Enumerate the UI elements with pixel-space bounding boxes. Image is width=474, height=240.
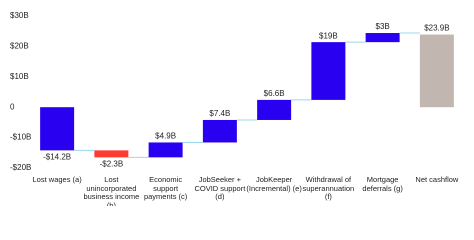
value-label: $7.4B (209, 109, 230, 118)
value-label: $19B (319, 31, 338, 40)
x-tick-label: Lost unincorporated business income (b) (83, 175, 140, 206)
bar (257, 99, 292, 120)
y-tick-label: $30B (10, 11, 29, 20)
x-tick-label: JobKeeper (Incremental) (e) (246, 175, 302, 193)
y-tick-label: $10B (10, 72, 29, 81)
value-label: $6.6B (264, 89, 285, 98)
x-tick-label: Mortgage deferrals (g) (362, 175, 403, 193)
value-label: $23.9B (424, 24, 449, 33)
value-label: -$14.2B (43, 152, 71, 161)
y-tick-label: -$20B (10, 163, 31, 172)
bar (94, 150, 129, 158)
x-tick-label: JobSeeker + COVID support (d) (194, 175, 246, 201)
bar (365, 33, 400, 43)
value-label: $3B (376, 22, 390, 31)
x-tick-label: Lost wages (a) (32, 175, 82, 184)
bar (148, 142, 183, 158)
x-tick-label: Net cashflow (415, 175, 459, 184)
chart: -$20B -$10B 0 $10B $20B $30B -$14.2B -$2.3B $4.9… (10, 11, 459, 206)
y-tick-label: $20B (10, 42, 29, 51)
value-label: $4.9B (155, 132, 176, 141)
bar (311, 42, 346, 100)
x-tick-label: Withdrawal of superannuation (f) (302, 175, 355, 201)
bar (40, 107, 75, 151)
y-tick-label: 0 (10, 102, 15, 111)
bar (419, 34, 454, 108)
plot: -$20B -$10B 0 $10B $20B $30B -$14.2B -$2.3B $4.9… (10, 11, 454, 172)
x-tick-label: Economic support payments (c) (143, 175, 188, 201)
value-label: -$2.3B (100, 159, 124, 168)
bar (202, 119, 237, 143)
y-tick-label: -$10B (10, 133, 31, 142)
